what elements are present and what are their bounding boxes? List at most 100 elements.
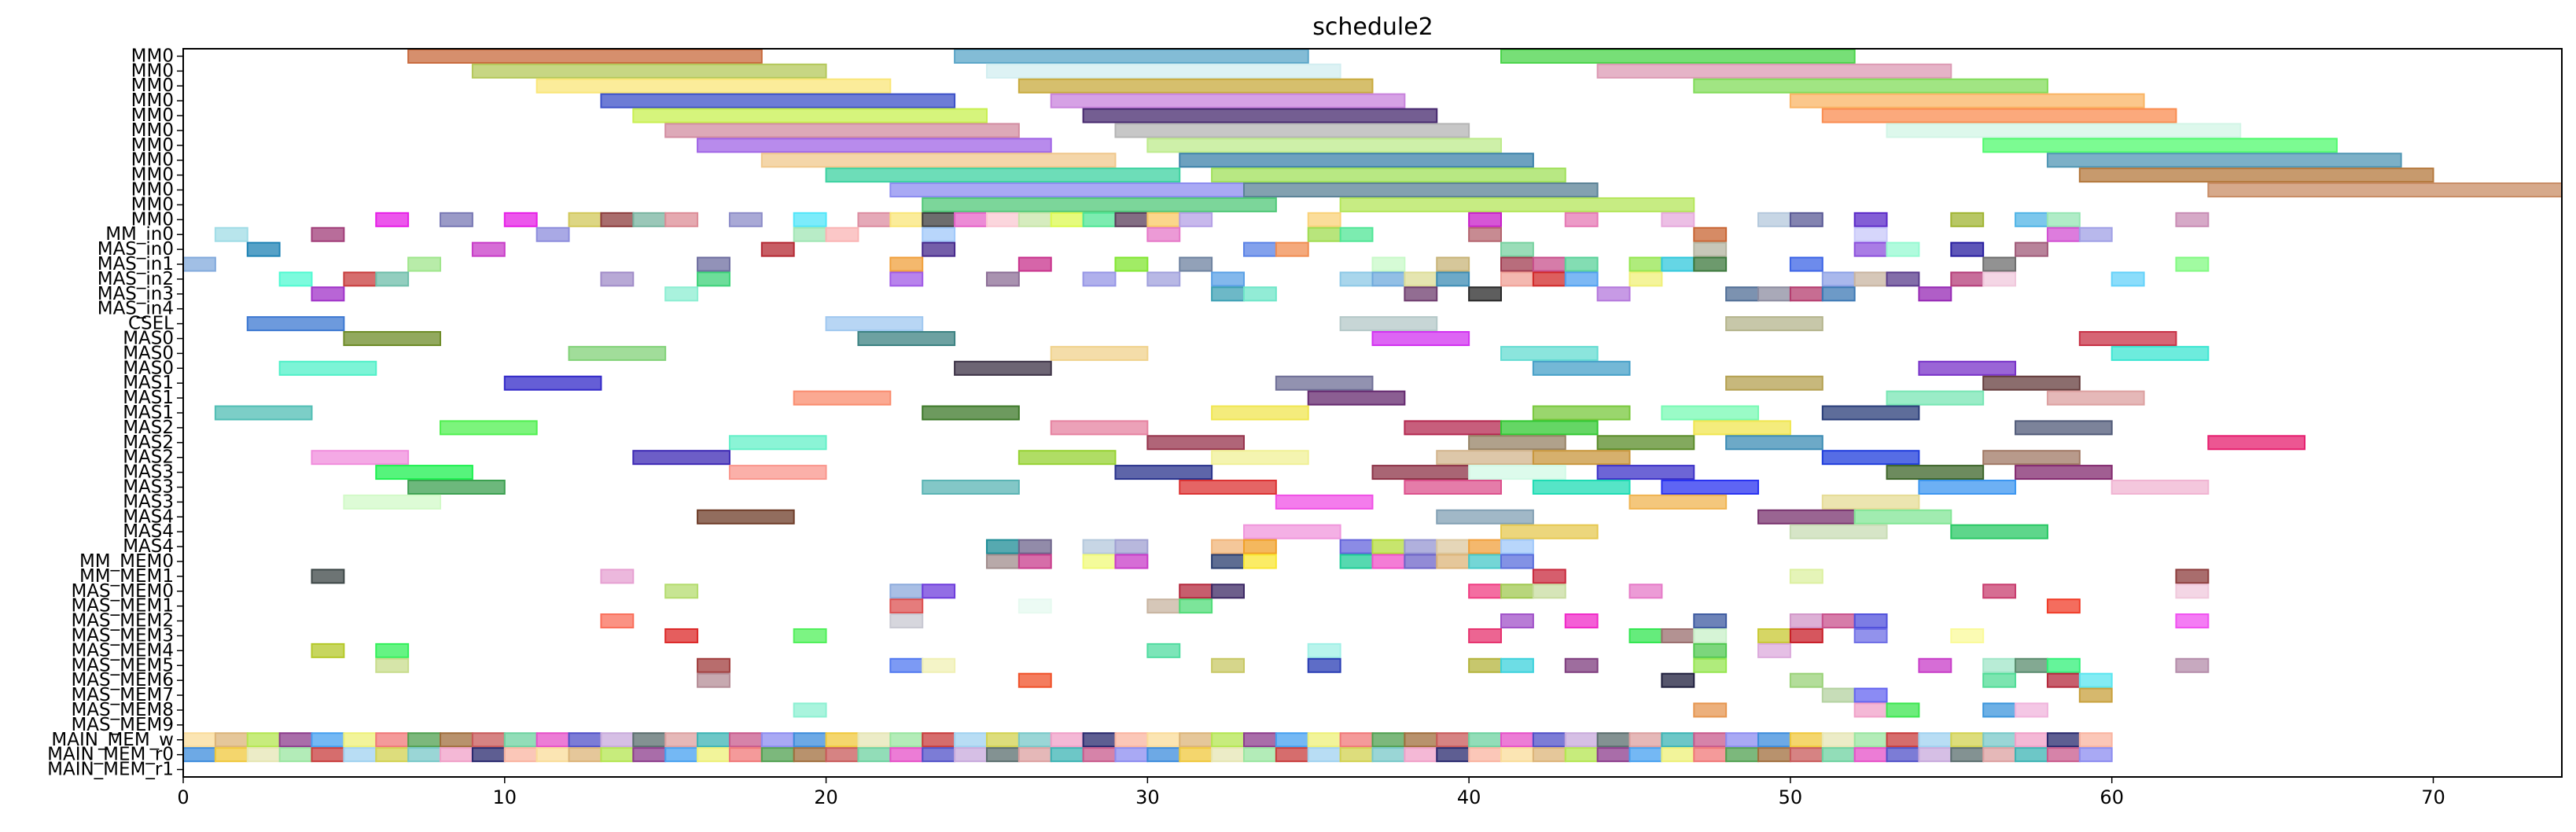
- row-label: MM0: [131, 194, 174, 215]
- task-bar: [1018, 212, 1052, 227]
- task-bar: [1146, 226, 1181, 242]
- task-bar: [2078, 331, 2177, 347]
- memory-bar: [1789, 747, 1823, 763]
- task-bar: [503, 375, 602, 391]
- memory-bar: [1242, 747, 1277, 763]
- task-bar: [825, 316, 924, 332]
- task-bar: [1114, 539, 1149, 554]
- task-bar: [407, 48, 763, 64]
- task-bar: [1468, 435, 1566, 451]
- memory-bar: [1436, 747, 1470, 763]
- task-bar: [1628, 271, 1663, 287]
- row-label: MAS2: [123, 418, 174, 438]
- task-bar: [2015, 212, 2048, 227]
- memory-bar: [1628, 747, 1663, 763]
- task-bar: [1018, 450, 1117, 466]
- task-bar: [1371, 331, 1470, 347]
- task-bar: [1950, 212, 1985, 227]
- row-label: MM0: [131, 61, 174, 81]
- task-bar: [1725, 435, 1823, 451]
- task-bar: [1242, 554, 1277, 569]
- memory-bar: [1404, 747, 1438, 763]
- memory-bar: [1211, 732, 1245, 748]
- row-label: MAS2: [123, 433, 174, 453]
- memory-bar: [1532, 732, 1566, 748]
- task-bar: [2078, 672, 2113, 688]
- task-bar: [1757, 286, 1791, 302]
- task-bar: [1371, 271, 1406, 287]
- x-axis: 0 10 20 30 40 50 60 70: [177, 777, 2445, 808]
- task-bar: [278, 360, 377, 376]
- memory-bar: [632, 747, 667, 763]
- task-bar: [1179, 598, 1213, 614]
- memory-bar: [568, 747, 602, 763]
- memory-bar: [1307, 732, 1341, 748]
- memory-bar: [1757, 732, 1791, 748]
- memory-bar: [214, 732, 248, 748]
- x-tick-label: 0: [177, 786, 189, 808]
- task-bar: [1275, 241, 1309, 257]
- x-tick-label: 10: [493, 786, 517, 808]
- task-bar: [1307, 226, 1341, 242]
- task-bar: [1564, 212, 1599, 227]
- memory-bar: [1018, 747, 1052, 763]
- task-bar: [600, 212, 635, 227]
- memory-bar: [1725, 747, 1760, 763]
- task-bar: [922, 657, 956, 673]
- task-bar: [793, 212, 827, 227]
- task-bar: [1404, 286, 1438, 302]
- task-bar: [1564, 613, 1599, 629]
- memory-bar: [1500, 747, 1534, 763]
- task-bar: [1982, 584, 2017, 599]
- task-bar: [1853, 628, 1888, 643]
- row-label: MM0: [131, 180, 174, 201]
- memory-bar: [857, 747, 892, 763]
- task-bar: [1179, 153, 1534, 168]
- row-label: MAS_in0: [98, 239, 174, 260]
- row-label: MM0: [131, 75, 174, 96]
- task-bar: [697, 657, 730, 673]
- task-bar: [1211, 657, 1245, 673]
- task-bar: [1500, 345, 1599, 361]
- memory-bar: [343, 732, 377, 748]
- memory-bar: [760, 747, 795, 763]
- row-label: MAIN_MEM_w: [51, 730, 174, 750]
- memory-bar: [375, 732, 410, 748]
- task-bar: [1853, 687, 1888, 703]
- task-bar: [1082, 539, 1117, 554]
- task-bar: [600, 93, 956, 109]
- task-bar: [2046, 153, 2402, 168]
- task-bar: [2046, 657, 2081, 673]
- memory-bar: [1982, 747, 2017, 763]
- task-bar: [1211, 286, 1245, 302]
- task-bar: [1918, 286, 1952, 302]
- task-bar: [2207, 435, 2306, 451]
- task-bar: [1404, 554, 1438, 569]
- task-bar: [2046, 598, 2081, 614]
- memory-bar: [375, 747, 410, 763]
- memory-bar: [503, 747, 538, 763]
- task-bar: [440, 420, 538, 436]
- task-bar: [1853, 212, 1888, 227]
- memory-bar: [1950, 747, 1985, 763]
- memory-bar: [182, 732, 216, 748]
- task-bar: [1050, 345, 1149, 361]
- task-bar: [954, 360, 1052, 376]
- task-bar: [1661, 256, 1695, 272]
- task-bar: [311, 226, 345, 242]
- memory-bar: [246, 732, 281, 748]
- task-bar: [1339, 554, 1374, 569]
- task-bar: [471, 63, 827, 79]
- task-bar: [1242, 182, 1599, 198]
- row-label: MM0: [131, 120, 174, 141]
- memory-bar: [857, 732, 892, 748]
- memory-bar: [1950, 732, 1985, 748]
- task-bar: [2046, 390, 2145, 406]
- task-bar: [1082, 554, 1117, 569]
- task-bar: [2078, 226, 2113, 242]
- task-bar: [568, 212, 602, 227]
- row-label: MAS_in1: [98, 254, 174, 274]
- task-bar: [1468, 226, 1503, 242]
- task-bar: [1436, 256, 1470, 272]
- task-bar: [1757, 212, 1791, 227]
